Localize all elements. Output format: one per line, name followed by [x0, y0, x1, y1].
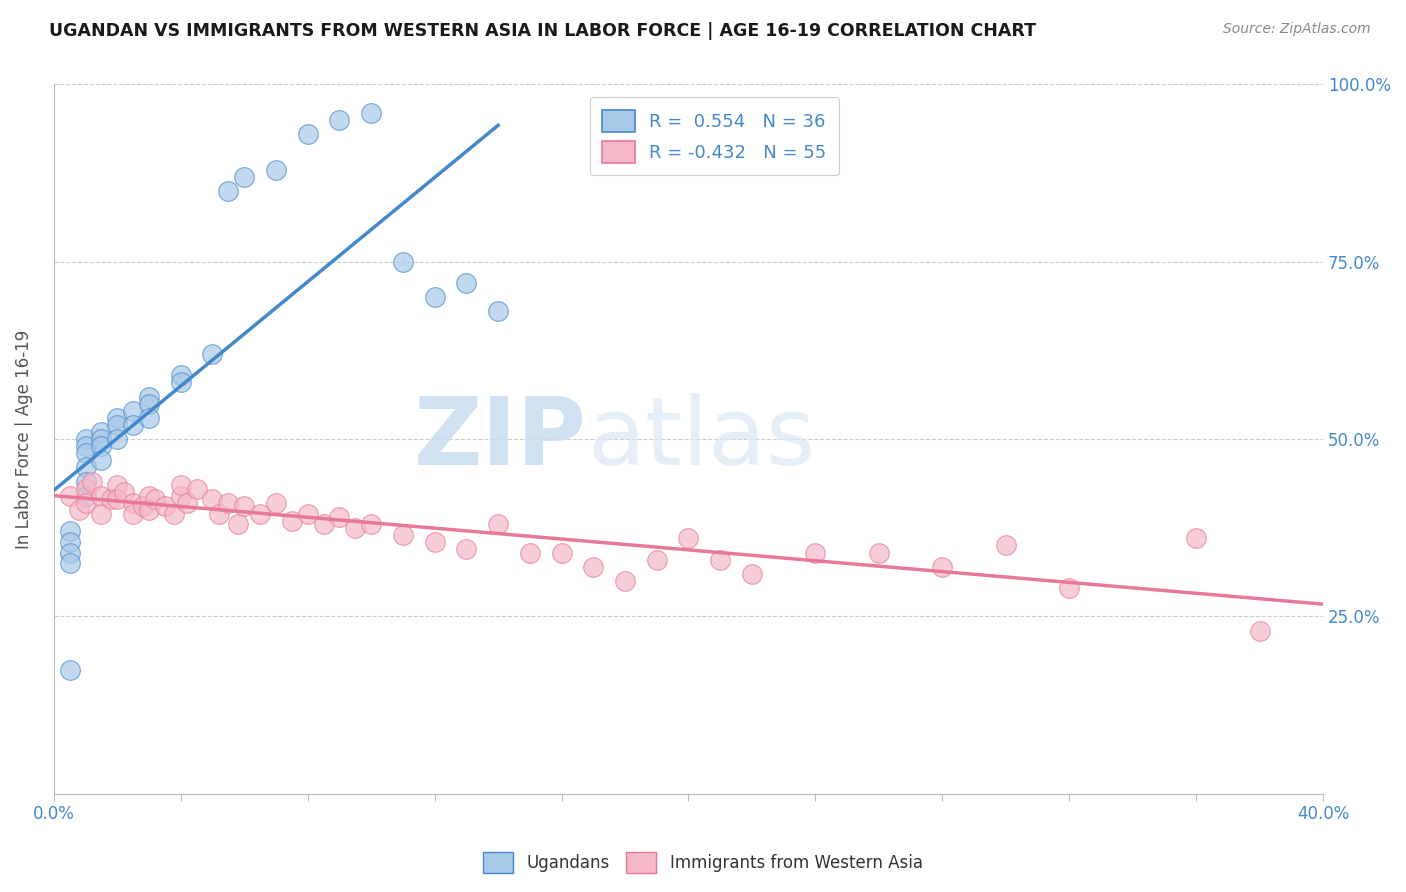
Point: [153, 500, 176, 514]
Point: [105, 478, 128, 492]
Text: Source: ZipAtlas.com: Source: ZipAtlas.com: [1223, 22, 1371, 37]
Point: [614, 574, 637, 588]
Point: [75, 475, 97, 489]
Point: [90, 507, 112, 521]
Point: [170, 368, 193, 383]
Point: [217, 496, 239, 510]
Point: [208, 507, 231, 521]
Point: [360, 517, 382, 532]
Point: [138, 489, 160, 503]
Text: UGANDAN VS IMMIGRANTS FROM WESTERN ASIA IN LABOR FORCE | AGE 16-19 CORRELATION C: UGANDAN VS IMMIGRANTS FROM WESTERN ASIA …: [49, 22, 1036, 40]
Point: [868, 545, 890, 559]
Point: [170, 376, 193, 390]
Legend: Ugandans, Immigrants from Western Asia: Ugandans, Immigrants from Western Asia: [477, 846, 929, 880]
Point: [138, 410, 160, 425]
Point: [75, 496, 97, 510]
Point: [741, 566, 763, 581]
Point: [100, 492, 122, 507]
Point: [1249, 624, 1271, 638]
Point: [105, 410, 128, 425]
Point: [75, 460, 97, 475]
Point: [90, 439, 112, 453]
Point: [67, 503, 90, 517]
Point: [90, 432, 112, 446]
Point: [186, 482, 208, 496]
Point: [550, 545, 572, 559]
Point: [163, 507, 186, 521]
Point: [75, 439, 97, 453]
Point: [423, 290, 446, 304]
Point: [75, 489, 97, 503]
Point: [226, 517, 249, 532]
Point: [105, 492, 128, 507]
Point: [59, 545, 82, 559]
Point: [392, 254, 415, 268]
Point: [328, 112, 350, 127]
Point: [1185, 532, 1208, 546]
Point: [344, 521, 367, 535]
Point: [75, 446, 97, 460]
Point: [59, 663, 82, 677]
Point: [994, 538, 1017, 552]
Point: [80, 475, 103, 489]
Point: [138, 390, 160, 404]
Point: [233, 169, 256, 184]
Point: [75, 482, 97, 496]
Point: [456, 541, 478, 556]
Point: [59, 489, 82, 503]
Point: [297, 507, 319, 521]
Point: [264, 162, 287, 177]
Point: [105, 432, 128, 446]
Legend: R =  0.554   N = 36, R = -0.432   N = 55: R = 0.554 N = 36, R = -0.432 N = 55: [589, 97, 839, 176]
Point: [90, 453, 112, 467]
Point: [519, 545, 541, 559]
Point: [75, 432, 97, 446]
Point: [392, 528, 415, 542]
Point: [582, 559, 605, 574]
Point: [360, 105, 382, 120]
Point: [90, 489, 112, 503]
Point: [249, 507, 271, 521]
Point: [328, 510, 350, 524]
Point: [122, 507, 145, 521]
Point: [423, 535, 446, 549]
Point: [264, 496, 287, 510]
Point: [1059, 581, 1081, 595]
Point: [804, 545, 827, 559]
Point: [312, 517, 335, 532]
Point: [678, 532, 700, 546]
Point: [138, 396, 160, 410]
Point: [201, 492, 224, 507]
Point: [105, 417, 128, 432]
Point: [456, 276, 478, 290]
Point: [170, 478, 193, 492]
Point: [90, 425, 112, 439]
Point: [176, 496, 198, 510]
Point: [112, 485, 135, 500]
Point: [931, 559, 953, 574]
Point: [59, 535, 82, 549]
Point: [59, 524, 82, 539]
Point: [138, 503, 160, 517]
Point: [122, 403, 145, 417]
Y-axis label: In Labor Force | Age 16-19: In Labor Force | Age 16-19: [15, 329, 32, 549]
Point: [233, 500, 256, 514]
Point: [281, 514, 304, 528]
Text: atlas: atlas: [586, 393, 815, 485]
Point: [297, 127, 319, 141]
Point: [486, 517, 509, 532]
Point: [486, 304, 509, 318]
Point: [709, 552, 731, 566]
Point: [645, 552, 668, 566]
Point: [59, 556, 82, 570]
Point: [145, 492, 167, 507]
Point: [131, 500, 153, 514]
Point: [122, 417, 145, 432]
Text: ZIP: ZIP: [413, 393, 586, 485]
Point: [122, 496, 145, 510]
Point: [170, 489, 193, 503]
Point: [217, 184, 239, 198]
Point: [201, 347, 224, 361]
